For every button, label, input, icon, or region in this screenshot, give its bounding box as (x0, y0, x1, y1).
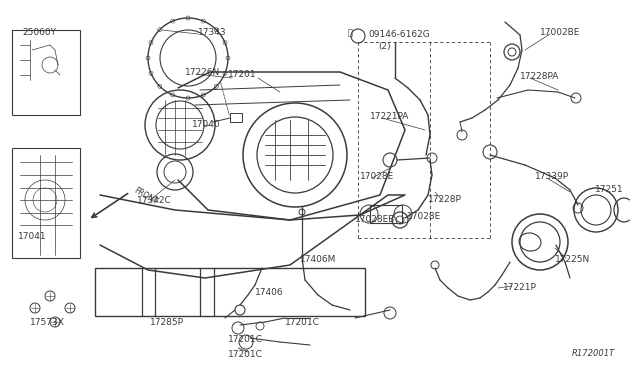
Text: 17228PA: 17228PA (520, 72, 559, 81)
Text: 17226N: 17226N (185, 68, 220, 77)
Text: 17573X: 17573X (30, 318, 65, 327)
Text: 17201C: 17201C (228, 350, 263, 359)
Text: FRONT: FRONT (132, 186, 159, 207)
Text: Ⓑ: Ⓑ (348, 29, 353, 38)
Text: 17342C: 17342C (137, 196, 172, 205)
Text: 17285P: 17285P (150, 318, 184, 327)
Text: (2): (2) (378, 42, 390, 51)
Text: 17221PA: 17221PA (370, 112, 410, 121)
Text: 17221P: 17221P (503, 283, 537, 292)
Text: 17002BE: 17002BE (540, 28, 580, 37)
Bar (12, 30, 80, 115)
Text: 17201: 17201 (228, 70, 257, 79)
Text: 17201C: 17201C (228, 335, 263, 344)
Bar (230, 113, 242, 122)
Text: 17028E: 17028E (360, 172, 394, 181)
Text: R172001T: R172001T (572, 349, 615, 358)
Text: 17028E: 17028E (407, 212, 441, 221)
Text: 17041: 17041 (18, 232, 47, 241)
Text: 17201C: 17201C (285, 318, 320, 327)
Text: 17406: 17406 (255, 288, 284, 297)
Bar (370, 205, 402, 223)
Text: 17343: 17343 (198, 28, 227, 37)
Text: 17406M: 17406M (300, 255, 337, 264)
Text: 17028EB: 17028EB (355, 215, 396, 224)
Text: 17339P: 17339P (535, 172, 569, 181)
Bar (12, 148, 80, 258)
Text: 09146-6162G: 09146-6162G (368, 30, 429, 39)
Text: 17040: 17040 (192, 120, 221, 129)
Text: 17225N: 17225N (555, 255, 590, 264)
Text: 25060Y: 25060Y (22, 28, 56, 37)
Text: 17251: 17251 (595, 185, 623, 194)
Bar (95, 268, 365, 316)
Text: 17228P: 17228P (428, 195, 462, 204)
